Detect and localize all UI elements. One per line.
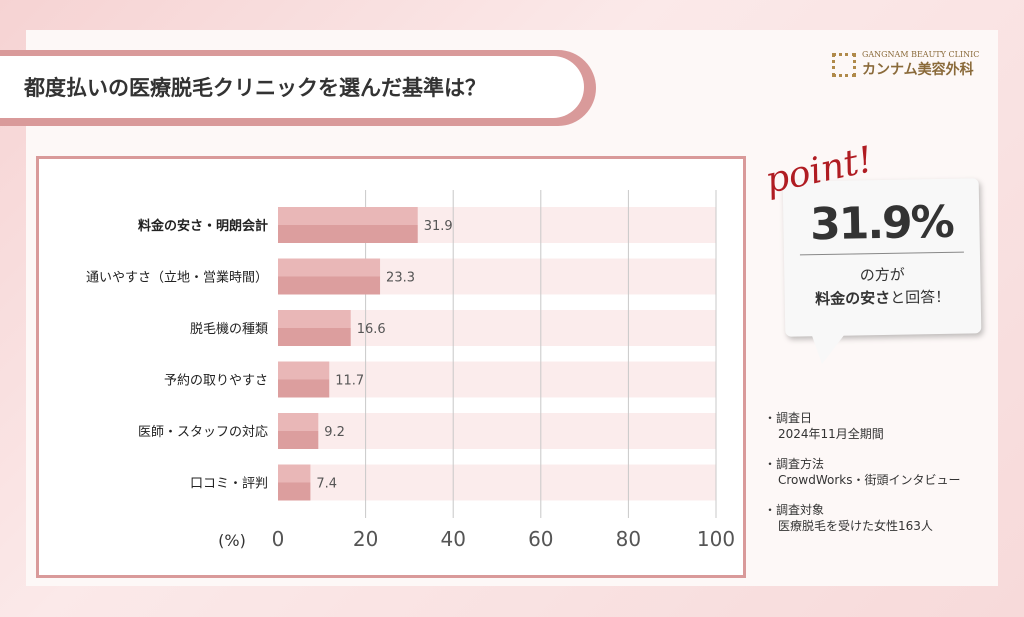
category-label: 通いやすさ（立地・営業時間） bbox=[86, 270, 268, 286]
note-value: 2024年11月全期間 bbox=[778, 427, 884, 441]
note-heading: 調査方法 bbox=[764, 456, 960, 472]
point-line1: の方が bbox=[859, 265, 905, 285]
category-label: 医師・スタッフの対応 bbox=[138, 425, 268, 440]
data-label: 31.9 bbox=[424, 219, 453, 234]
point-value: 31.9% bbox=[809, 196, 954, 251]
page-title: 都度払いの医療脱毛クリニックを選んだ基準は？ bbox=[0, 56, 584, 118]
bar bbox=[278, 258, 381, 277]
x-tick-label: 20 bbox=[353, 527, 378, 551]
category-label: 予約の取りやすさ bbox=[164, 374, 268, 389]
point-rest: と回答！ bbox=[890, 287, 951, 307]
note-heading: 調査対象 bbox=[764, 502, 960, 518]
x-tick-label: 80 bbox=[616, 527, 641, 551]
category-label: 料金の安さ・明朗会計 bbox=[138, 218, 268, 234]
category-label: 脱毛機の種類 bbox=[190, 321, 268, 337]
bar bbox=[278, 413, 319, 431]
bar bbox=[278, 379, 330, 398]
data-label: 9.2 bbox=[324, 425, 345, 440]
bubble-tail bbox=[810, 330, 848, 364]
bar-track bbox=[278, 464, 716, 501]
point-bold: 料金の安さ bbox=[815, 288, 891, 309]
logo-en: GANGNAM BEAUTY CLINIC bbox=[862, 50, 980, 59]
data-label: 23.3 bbox=[386, 271, 415, 286]
x-axis-label: (%) bbox=[218, 531, 246, 550]
data-label: 11.7 bbox=[335, 374, 364, 389]
note-value: 医療脱毛を受けた女性163人 bbox=[778, 519, 933, 533]
bar-track bbox=[278, 310, 716, 346]
data-label: 7.4 bbox=[316, 477, 337, 492]
bar bbox=[278, 310, 351, 328]
category-label: 口コミ・評判 bbox=[190, 477, 268, 492]
bar bbox=[278, 361, 330, 380]
x-tick-label: 0 bbox=[272, 527, 285, 551]
divider bbox=[799, 251, 964, 256]
bar bbox=[278, 464, 311, 483]
logo-mark-icon bbox=[832, 52, 856, 77]
bar-track bbox=[278, 361, 716, 398]
bar bbox=[278, 431, 319, 449]
bar bbox=[278, 207, 418, 225]
x-tick-label: 60 bbox=[528, 527, 553, 551]
bar bbox=[278, 482, 311, 501]
x-tick-label: 40 bbox=[440, 527, 465, 551]
bar bbox=[278, 276, 381, 295]
bar-track bbox=[278, 413, 716, 449]
bar bbox=[278, 225, 418, 243]
logo: GANGNAM BEAUTY CLINIC カンナム美容外科 bbox=[832, 50, 979, 79]
note-heading: 調査日 bbox=[764, 410, 960, 426]
note-value: CrowdWorks・街頭インタビュー bbox=[778, 473, 961, 487]
point-bubble: 31.9% の方が 料金の安さと回答！ bbox=[782, 178, 982, 337]
x-tick-label: 100 bbox=[697, 527, 735, 551]
bar bbox=[278, 328, 351, 346]
logo-jp: カンナム美容外科 bbox=[862, 62, 974, 78]
data-label: 16.6 bbox=[357, 322, 386, 337]
